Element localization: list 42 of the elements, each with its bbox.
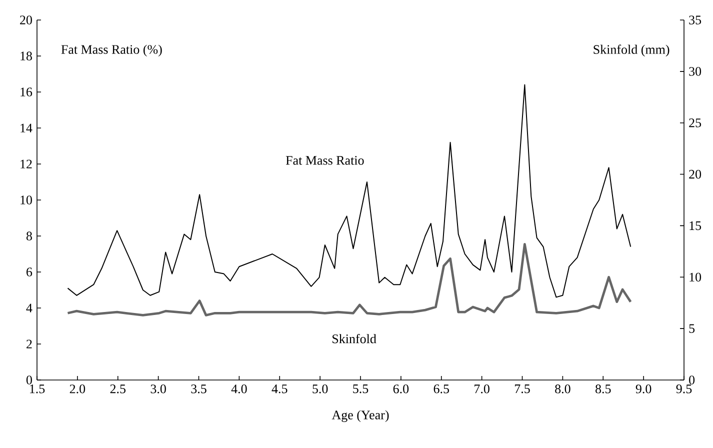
y2-axis-title: Skinfold (mm) [594, 44, 670, 57]
line-series [67, 84, 632, 298]
x-tick-label: 3.5 [191, 384, 206, 394]
x-tick-label: 7.0 [474, 384, 490, 394]
x-tick-label: 1.5 [30, 384, 45, 394]
x-tick-label: 2.0 [70, 384, 86, 394]
y-tick-label: 18 [20, 52, 32, 60]
y2-tick-label: 20 [689, 170, 702, 179]
y-tick-label: 20 [20, 16, 32, 24]
x-tick-label: 9.5 [676, 384, 692, 394]
x-tick-label: 4.5 [272, 384, 288, 394]
y2-tick-label: 15 [690, 221, 702, 230]
x-tick-label: 3.0 [150, 384, 166, 394]
x-tick-label: 6.0 [393, 384, 409, 394]
x-tick-label: 9.0 [636, 384, 652, 394]
x-tick-label: 6.5 [434, 384, 450, 394]
x-tick-label: 8.0 [555, 384, 570, 394]
x-tick-label: 4.0 [231, 384, 247, 394]
series-label: Fat Mass Ratio [286, 156, 364, 165]
y-tick-label: 10 [20, 196, 32, 204]
y-tick-label: 8 [26, 232, 32, 240]
x-tick-label: 2.5 [110, 384, 126, 394]
y2-tick-label: 25 [689, 118, 702, 128]
y-tick-label: 0 [26, 376, 32, 384]
y2-tick-label: 0 [689, 376, 695, 384]
series-label: Skinfold [332, 334, 376, 344]
y-tick-label: 14 [20, 124, 32, 132]
y-tick-label: 16 [20, 88, 32, 96]
x-tick-label: 5.0 [312, 384, 328, 394]
y2-tick-label: 35 [689, 16, 702, 24]
y-tick-label: 12 [20, 160, 32, 168]
y-axis-title: Fat Mass Ratio (%) [61, 44, 162, 56]
y-tick-label: 4 [26, 304, 32, 312]
y2-tick-label: 30 [689, 67, 702, 76]
y-tick-label: 6 [26, 268, 32, 276]
y2-tick-label: 10 [690, 272, 702, 282]
x-tick-label: 7.5 [514, 384, 530, 394]
x-axis-title: Age (Year) [332, 410, 389, 422]
x-tick-label: 8.5 [596, 384, 611, 394]
y2-tick-label: 5 [689, 324, 695, 333]
y-tick-label: 2 [26, 340, 32, 348]
x-tick-label: 5.5 [353, 384, 368, 394]
